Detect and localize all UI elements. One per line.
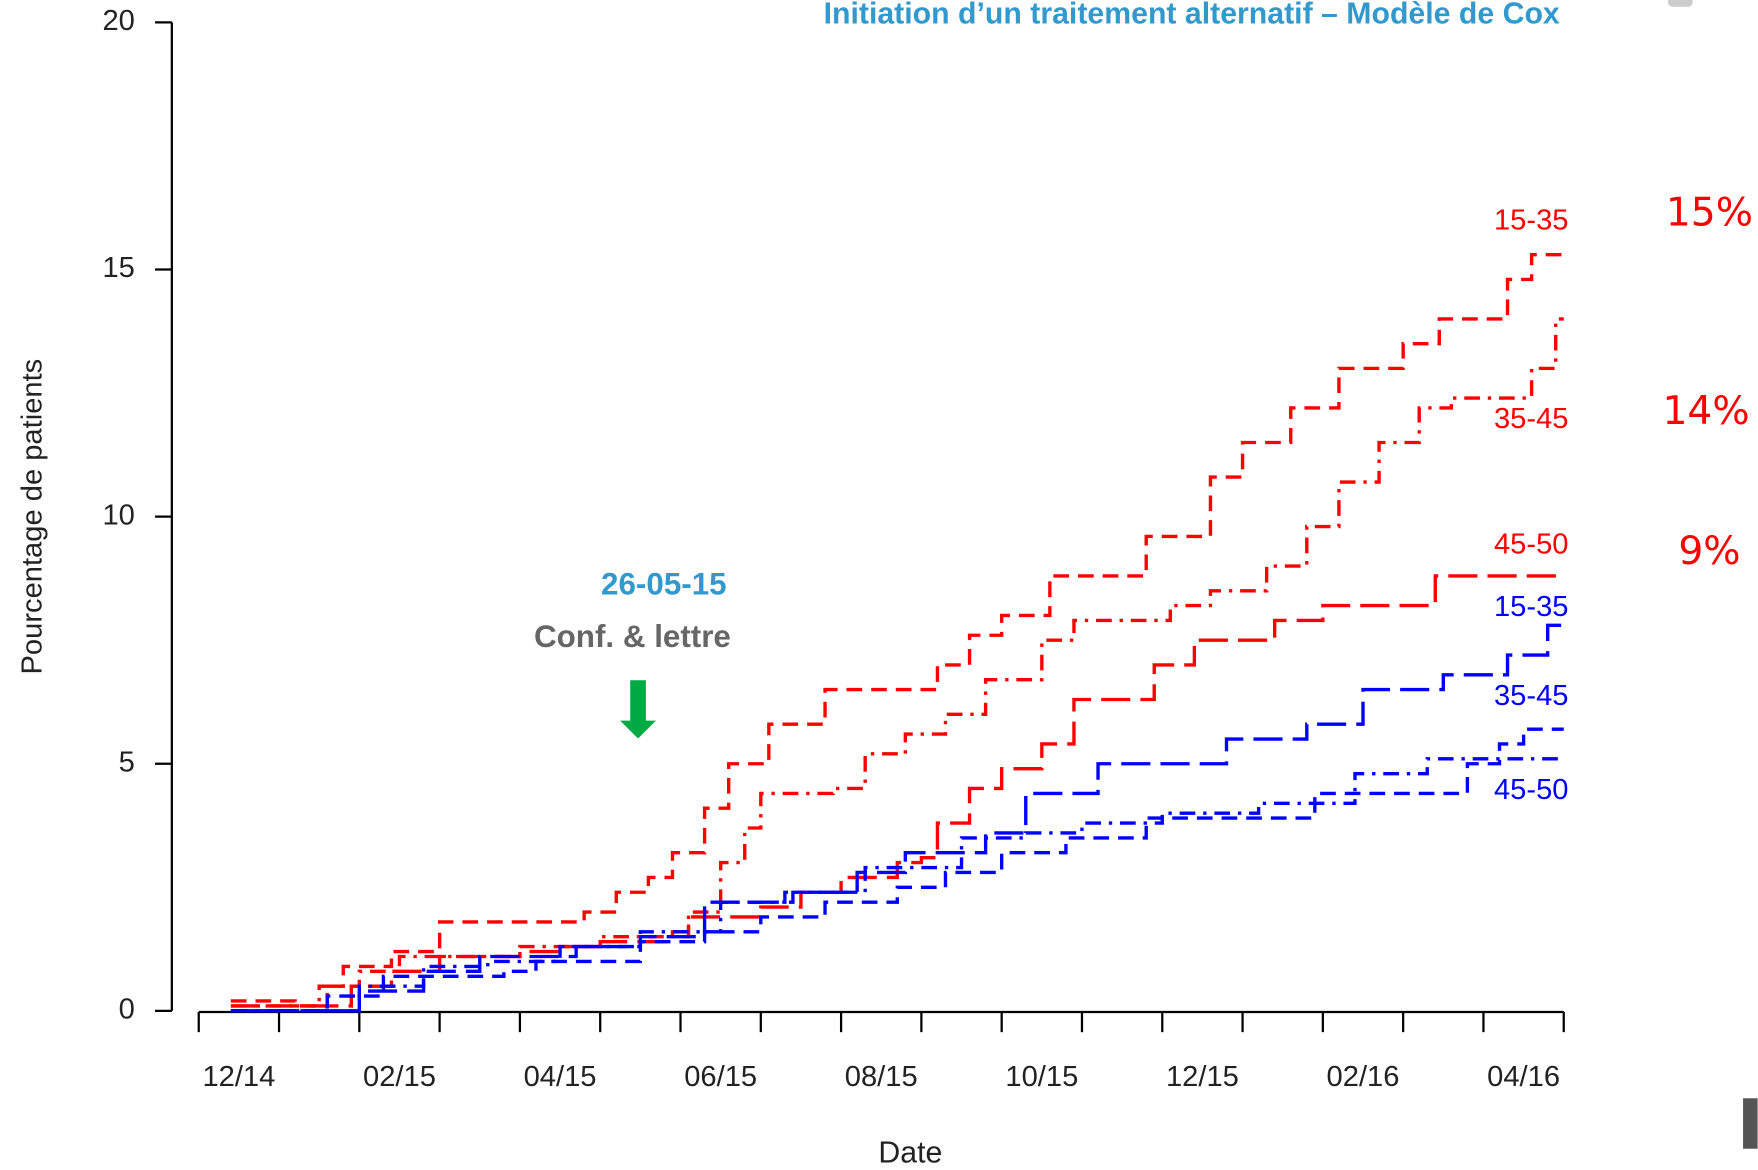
x-tick-label: 08/15 (845, 1061, 918, 1093)
series-label: 35-45 (1494, 403, 1569, 435)
annotation: 15% (1666, 191, 1753, 236)
annotation: 26-05-15 (601, 566, 727, 601)
y-tick-label: 20 (102, 5, 134, 37)
y-tick-label: 0 (119, 994, 135, 1026)
series-label: 15-35 (1494, 591, 1569, 623)
annotation: 9% (1678, 529, 1740, 574)
series-label: 45-50 (1494, 528, 1569, 560)
annotation: 14% (1662, 389, 1749, 434)
x-axis-label: Date (878, 1136, 942, 1169)
arrow (620, 680, 656, 739)
y-axis-label: Pourcentage de patients (17, 359, 49, 675)
series-line (230, 757, 1564, 1013)
x-tick-label: 06/15 (684, 1061, 757, 1093)
x-tick-label: 12/15 (1166, 1061, 1239, 1093)
x-tick-label: 04/16 (1487, 1061, 1560, 1093)
edge-decoration (1743, 1098, 1758, 1149)
y-tick-label: 5 (119, 746, 135, 778)
series-line (230, 574, 1564, 1008)
x-tick-label: 10/15 (1005, 1061, 1078, 1093)
x-tick-label: 12/14 (202, 1061, 275, 1093)
series-label: 45-50 (1494, 774, 1569, 806)
series-line (230, 727, 1564, 1013)
edge-decoration (1667, 0, 1693, 7)
x-tick-label: 02/16 (1327, 1061, 1400, 1093)
chart-title: Initiation d’un traitement alternatif – … (824, 0, 1560, 31)
y-tick-label: 10 (102, 499, 134, 531)
y-tick-label: 15 (102, 252, 134, 284)
x-tick-label: 02/15 (363, 1061, 436, 1093)
series-label: 35-45 (1494, 680, 1569, 712)
x-tick-label: 04/15 (524, 1061, 597, 1093)
series-line (230, 253, 1564, 1008)
annotation: Conf. & lettre (534, 619, 731, 654)
series-line (230, 623, 1564, 1013)
series-label: 15-35 (1494, 205, 1569, 237)
